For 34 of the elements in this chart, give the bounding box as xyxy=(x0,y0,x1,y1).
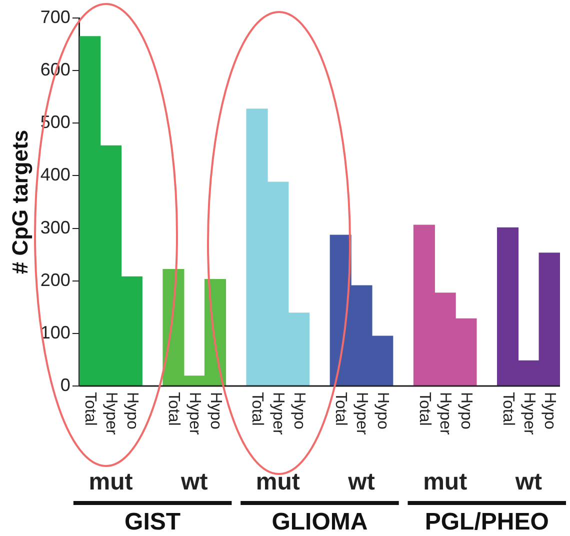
y-tick-label: 400 xyxy=(40,164,70,185)
text: GLIOMA xyxy=(272,508,368,536)
x-tick-label: Hypo xyxy=(541,392,558,430)
y-axis-title: # CpG targets xyxy=(7,130,32,274)
text: mut xyxy=(88,468,133,496)
x-tick-label: Total xyxy=(165,392,182,426)
x-tick-label: Hyper xyxy=(436,392,454,436)
y-tick-label: 0 xyxy=(60,374,70,395)
text: mut xyxy=(256,468,300,496)
text: wt xyxy=(180,468,208,496)
text: PGL/PHEO xyxy=(424,508,549,536)
y-tick-label: 700 xyxy=(40,6,70,27)
y-tick-label: 200 xyxy=(40,270,70,290)
x-tick-label: Hyper xyxy=(270,392,287,436)
y-tick-label: 100 xyxy=(40,322,70,342)
x-tick-label: Hypo xyxy=(123,392,140,430)
x-tick-label: Hyper xyxy=(353,392,370,436)
text: wt xyxy=(514,468,542,496)
x-tick-label: Hyper xyxy=(186,392,203,436)
x-tick-label: Total xyxy=(81,392,98,426)
x-tick-label: Hyper xyxy=(520,392,538,436)
x-tick-label: Hypo xyxy=(458,392,475,430)
x-tick-label: Hypo xyxy=(374,392,391,430)
text: mut xyxy=(423,468,468,496)
x-tick-label: Hypo xyxy=(290,392,308,430)
x-tick-label: Total xyxy=(499,392,516,426)
x-tick-label: Total xyxy=(416,392,433,426)
x-tick-label: Hypo xyxy=(206,392,224,430)
text: GIST xyxy=(124,508,181,536)
x-tick-label: Hyper xyxy=(102,392,120,436)
x-tick-label: Total xyxy=(332,392,350,426)
x-tick-label: Total xyxy=(248,392,266,426)
y-tick-label: 300 xyxy=(40,217,70,238)
text: wt xyxy=(347,468,375,496)
